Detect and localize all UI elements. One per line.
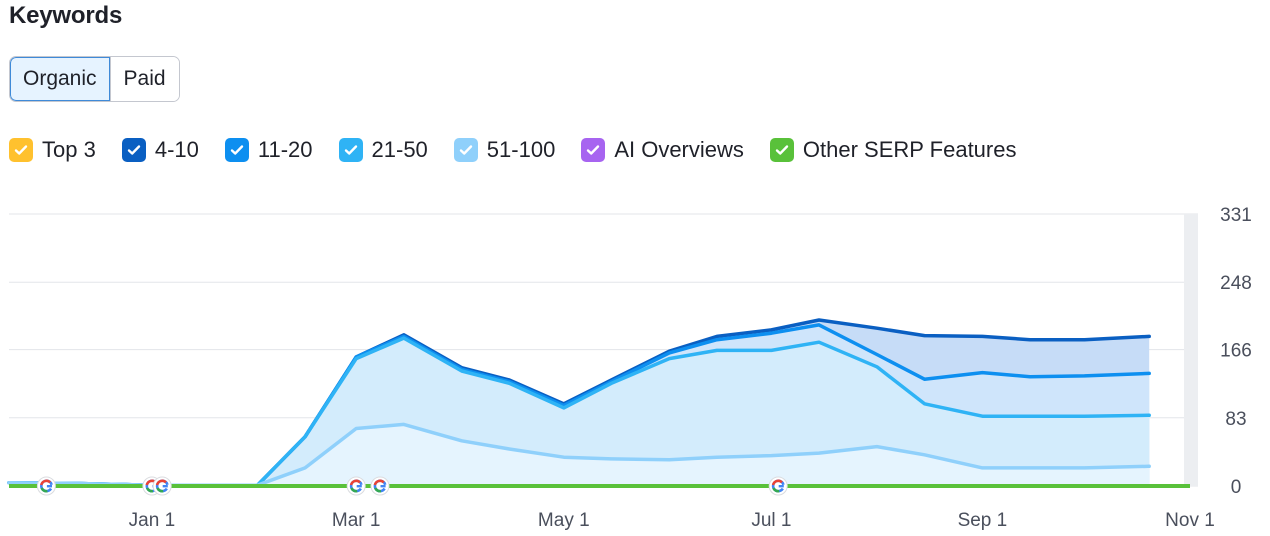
legend-label: Top 3 [42, 137, 96, 162]
google-update-icon [768, 476, 788, 496]
tab-organic[interactable]: Organic [10, 57, 110, 101]
checkbox-icon [224, 138, 249, 162]
x-tick-label: Jan 1 [129, 510, 175, 531]
legend-item-51-100[interactable]: 51-100 [453, 137, 556, 163]
tab-paid[interactable]: Paid [109, 57, 179, 101]
organic-paid-toggle: Organic Paid [9, 56, 180, 102]
google-g-bottom [156, 487, 164, 493]
checkbox-icon [453, 138, 478, 162]
checkbox-icon [769, 138, 794, 162]
legend-item-top3[interactable]: Top 3 [9, 137, 96, 163]
legend-label: AI Overviews [614, 137, 744, 162]
google-g-top [349, 479, 361, 486]
google-g-bottom [350, 487, 358, 493]
checkbox-icon [121, 138, 146, 162]
legend-label: Other SERP Features [802, 137, 1017, 162]
checkbox-icon [9, 138, 33, 162]
legend-item-21-50[interactable]: 21-50 [338, 137, 428, 163]
x-tick-label: Sep 1 [958, 510, 1008, 531]
page-title: Keywords [9, 2, 123, 29]
google-g-bottom [40, 487, 48, 493]
google-update-icon [152, 476, 172, 496]
chart-legend: Top 3 4-10 11-20 21-50 51-100 AI Overvie… [9, 137, 1042, 163]
legend-label: 4-10 [154, 137, 199, 162]
x-tick-label: Mar 1 [332, 510, 381, 531]
google-update-icon [370, 476, 390, 496]
google-g-bottom [145, 487, 154, 493]
y-tick-label: 166 [1220, 341, 1252, 362]
legend-label: 21-50 [371, 137, 428, 162]
x-tick-label: Nov 1 [1165, 510, 1215, 531]
y-tick-label: 331 [1220, 205, 1252, 226]
y-tick-label: 0 [1231, 477, 1242, 498]
x-tick-label: Jul 1 [751, 510, 791, 531]
legend-label: 51-100 [486, 137, 556, 162]
range-handle [1184, 214, 1198, 486]
checkbox-icon [338, 138, 363, 162]
legend-item-ai-overviews[interactable]: AI Overviews [581, 137, 744, 163]
google-update-icon [36, 476, 56, 496]
keywords-chart: 0 83 166 248 331 Jan 1 Mar 1 May 1 Jul 1 Sep 1 Nov… [7, 205, 1252, 531]
series-area-51-100 [9, 424, 1150, 486]
legend-label: 11-20 [257, 137, 313, 162]
google-g-top [373, 479, 385, 486]
google-g-bottom [772, 487, 780, 493]
google-g-top [771, 479, 783, 486]
google-g-bottom [374, 487, 382, 493]
google-g-top [40, 479, 52, 486]
checkbox-icon [581, 138, 606, 162]
google-g-top [155, 479, 167, 486]
legend-item-11-20[interactable]: 11-20 [224, 137, 313, 163]
y-tick-label: 83 [1225, 409, 1246, 430]
y-tick-label: 248 [1220, 273, 1252, 294]
google-update-icon [346, 476, 366, 496]
legend-item-4-10[interactable]: 4-10 [121, 137, 199, 163]
legend-item-other-serp-features[interactable]: Other SERP Features [769, 137, 1017, 163]
x-tick-label: May 1 [538, 510, 590, 531]
